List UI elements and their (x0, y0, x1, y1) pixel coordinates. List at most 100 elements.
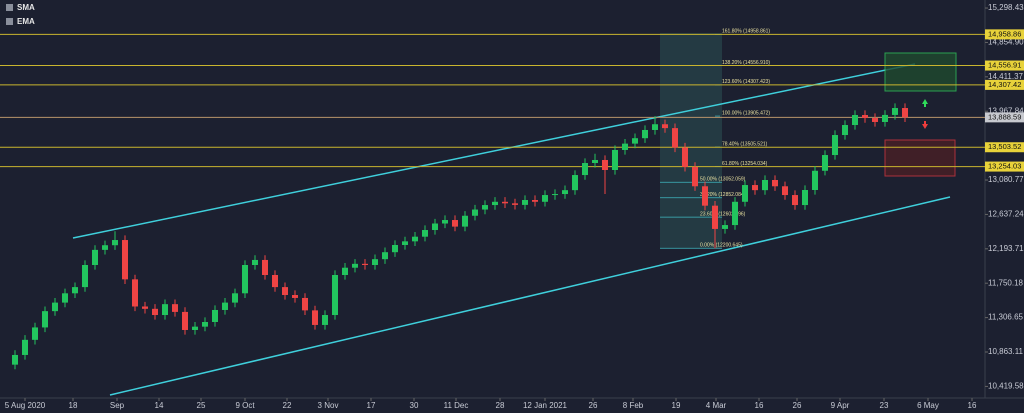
x-tick-label: 26 (793, 401, 802, 410)
candle-body (42, 311, 48, 328)
candle-body (742, 185, 748, 202)
candle-body (612, 149, 618, 170)
y-tick-label: 15,298.43 (988, 3, 1024, 12)
fib-label: 50.00% (13052.059) (700, 177, 746, 183)
x-tick-label: 11 Dec (444, 401, 469, 410)
level-label: 14,556.91 (988, 61, 1021, 70)
x-tick-label: 8 Feb (623, 401, 644, 410)
fib-zone (660, 33, 722, 248)
x-tick-label: 19 (672, 401, 681, 410)
candle-body (352, 263, 358, 268)
candle-body (452, 220, 458, 227)
candle-body (132, 279, 138, 307)
level-label: 14,958.86 (988, 29, 1021, 38)
candle-body (542, 195, 548, 202)
candle-body (552, 194, 558, 196)
candle-body (532, 200, 538, 202)
x-tick-label: 18 (69, 401, 78, 410)
candle-body (82, 264, 88, 288)
level-tag (985, 142, 1024, 153)
candle-body (62, 293, 68, 303)
y-tick-label: 14,411.37 (988, 72, 1024, 81)
candle-body (582, 163, 588, 176)
fib-label: 138.20% (14556.910) (722, 60, 770, 66)
candle-body (492, 201, 498, 206)
candle-body (752, 185, 758, 191)
candle-body (512, 203, 518, 205)
candle-body (442, 220, 448, 224)
candle-body (252, 259, 258, 265)
current-tag (985, 112, 1024, 123)
x-tick-label: 26 (589, 401, 598, 410)
x-tick-label: 3 Nov (318, 401, 339, 410)
x-tick-label: 14 (155, 401, 164, 410)
candle-body (142, 306, 148, 309)
candle-body (392, 244, 398, 253)
x-tick-label: 6 May (917, 401, 939, 410)
candle-body (182, 311, 188, 330)
candle-body (782, 186, 788, 196)
candle-body (192, 326, 198, 330)
fib-label: 100.00% (13905.472) (722, 110, 770, 116)
candle-body (882, 114, 888, 122)
candle-body (412, 236, 418, 242)
candle-body (852, 115, 858, 126)
candle-body (52, 302, 58, 312)
y-tick-label: 13,080.77 (988, 175, 1024, 184)
candle-body (642, 129, 648, 139)
x-tick-label: 12 Jan 2021 (523, 401, 568, 410)
candle-body (102, 245, 108, 250)
candle-body (792, 195, 798, 206)
x-tick-label: Sep (110, 401, 125, 410)
x-tick-label: 22 (283, 401, 292, 410)
y-tick-label: 11,750.18 (988, 278, 1024, 287)
candle-body (862, 115, 868, 119)
channel-lower (109, 196, 951, 396)
candle-body (12, 354, 18, 365)
down-arrow (922, 121, 928, 129)
candle-body (682, 147, 688, 167)
candle-body (292, 295, 298, 298)
candle-body (282, 287, 288, 296)
candle-body (402, 241, 408, 245)
candle-body (162, 304, 168, 316)
up-arrow (922, 99, 928, 107)
candle-body (222, 302, 228, 310)
candle-body (362, 263, 368, 265)
x-tick-label: 9 Apr (831, 401, 850, 410)
candle-body (482, 205, 488, 210)
candle-body (652, 124, 658, 130)
stop-box (884, 139, 956, 177)
candle-body (382, 252, 388, 260)
candle-body (822, 155, 828, 171)
candle-body (22, 339, 28, 355)
x-tick-label: 16 (968, 401, 977, 410)
fib-label: 0.00% (12200.645) (700, 243, 743, 249)
candle-body (802, 190, 808, 206)
candle-body (262, 259, 268, 276)
channel-upper (72, 63, 916, 239)
candle-body (322, 315, 328, 325)
candle-body (172, 304, 178, 312)
x-tick-label: 28 (496, 401, 505, 410)
level-label: 13,254.03 (988, 162, 1021, 171)
legend-icon (6, 4, 13, 11)
candle-body (272, 275, 278, 288)
candle-body (832, 135, 838, 156)
fib-label: 61.80% (13254.034) (722, 161, 768, 167)
y-tick-label: 12,637.24 (988, 210, 1024, 219)
candle-body (422, 230, 428, 237)
level-tag (985, 29, 1024, 40)
candle-body (722, 225, 728, 229)
x-tick-label: 23 (880, 401, 889, 410)
candle-body (92, 249, 98, 265)
candle-body (122, 240, 128, 280)
candle-body (312, 310, 318, 325)
y-tick-label: 12,193.71 (988, 244, 1024, 253)
level-tag (985, 60, 1024, 71)
level-tag (985, 161, 1024, 172)
fib-label: 161.80% (14958.861) (722, 29, 770, 35)
candle-body (152, 308, 158, 316)
